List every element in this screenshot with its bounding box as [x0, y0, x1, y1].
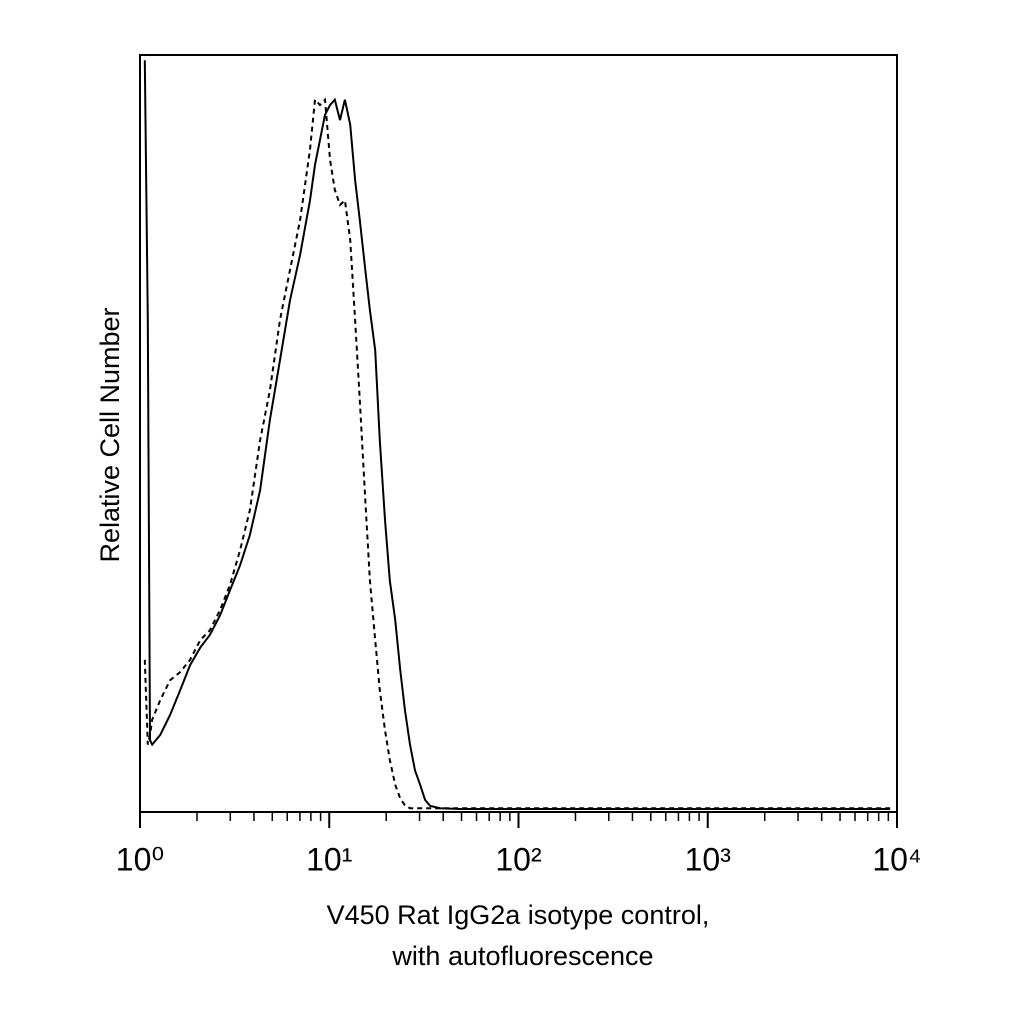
histogram-line	[143, 60, 891, 810]
x-axis-label: with autofluorescence	[391, 941, 653, 971]
x-tick-label: 10²	[495, 841, 542, 877]
histogram-line	[143, 97, 891, 810]
x-tick-label: 10⁴	[872, 841, 921, 877]
x-tick-label: 10¹	[306, 841, 352, 877]
y-axis-label: Relative Cell Number	[95, 307, 125, 562]
x-tick-label: 10³	[685, 841, 732, 877]
plot-frame	[139, 54, 898, 813]
x-tick-label: 10⁰	[116, 841, 164, 877]
x-axis-label: V450 Rat IgG2a isotype control,	[327, 900, 710, 930]
